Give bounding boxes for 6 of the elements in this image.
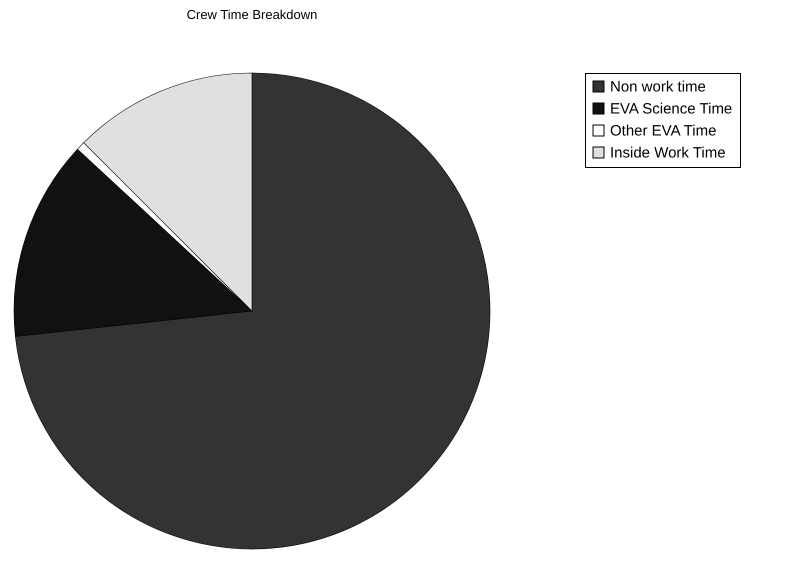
chart-title: Crew Time Breakdown xyxy=(186,6,318,22)
legend-label: Inside Work Time xyxy=(610,144,726,162)
legend-label: Non work time xyxy=(610,78,706,96)
legend-label: Other EVA Time xyxy=(610,122,716,140)
legend-label: EVA Science Time xyxy=(610,100,732,118)
pie-slice xyxy=(15,72,490,549)
